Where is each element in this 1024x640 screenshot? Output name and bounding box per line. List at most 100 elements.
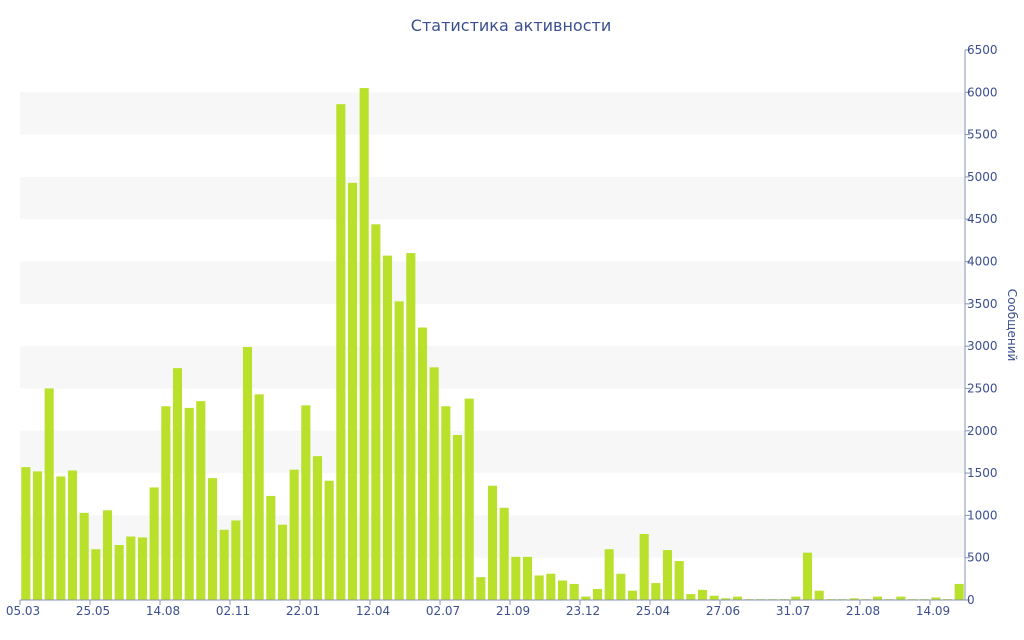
bar: [931, 597, 941, 600]
grid-band: [20, 176, 965, 220]
y-tick-label: 5500: [967, 128, 998, 142]
bar: [277, 524, 288, 600]
bar: [896, 596, 906, 600]
bar: [441, 406, 451, 600]
bar: [289, 469, 299, 600]
bar: [126, 536, 136, 600]
bar: [569, 583, 579, 600]
bar: [791, 596, 801, 600]
bar: [534, 575, 544, 600]
bar: [219, 529, 229, 600]
bar: [266, 495, 276, 600]
bar: [872, 596, 883, 600]
x-tick-label: 14.09: [916, 604, 950, 618]
y-tick-label: 2000: [967, 424, 998, 438]
y-tick-label: 500: [967, 551, 990, 565]
bar: [452, 435, 463, 600]
bar: [254, 394, 264, 600]
y-axis-title: Сообщений: [1005, 289, 1019, 362]
x-tick-label: 22.01: [286, 604, 320, 618]
grid-band: [20, 261, 965, 304]
bar-series: [21, 88, 964, 601]
x-tick-label: 31.07: [776, 604, 810, 618]
x-tick-label: 23.12: [566, 604, 600, 618]
bar: [616, 573, 626, 600]
bar: [499, 507, 509, 600]
x-tick-label: 02.11: [216, 604, 250, 618]
bar: [557, 580, 568, 600]
x-tick-label: 02.07: [426, 604, 460, 618]
chart-title: Статистика активности: [411, 16, 611, 35]
bar: [137, 537, 148, 600]
bar: [56, 476, 66, 600]
bar: [417, 327, 428, 600]
bar: [91, 549, 101, 600]
bar: [546, 573, 556, 600]
bar: [196, 401, 206, 600]
bar: [686, 594, 696, 600]
bar: [674, 561, 684, 600]
bar: [347, 182, 358, 600]
y-tick-label: 0: [967, 593, 975, 607]
y-tick-label: 3000: [967, 339, 998, 353]
bar: [114, 545, 124, 600]
y-tick-label: 4500: [967, 212, 998, 226]
y-tick-label: 4000: [967, 255, 998, 269]
bar: [697, 589, 708, 600]
grid-band: [20, 346, 965, 389]
bar: [184, 407, 194, 600]
bar: [336, 104, 346, 601]
x-axis-ticks: 05.03 25.05 14.08 02.11 22.01 12.04 02.07 21.09…: [6, 600, 950, 618]
bar: [639, 534, 649, 600]
bar: [44, 388, 54, 600]
y-tick-label: 1000: [967, 508, 998, 522]
bar: [359, 88, 369, 600]
bar: [231, 520, 241, 600]
bar: [161, 406, 171, 600]
y-tick-label: 6500: [967, 43, 998, 57]
bar: [312, 456, 323, 600]
bar: [802, 552, 813, 600]
bar: [464, 398, 474, 600]
x-tick-label: 25.05: [76, 604, 110, 618]
x-tick-label: 25.04: [636, 604, 670, 618]
bar: [21, 467, 31, 600]
y-tick-label: 5000: [967, 170, 998, 184]
bar: [406, 253, 416, 600]
bar: [429, 367, 439, 600]
bar: [511, 556, 521, 600]
bar: [662, 550, 673, 600]
bar: [207, 478, 218, 600]
bar: [102, 510, 113, 600]
x-tick-label: 12.04: [356, 604, 390, 618]
x-tick-label: 21.08: [846, 604, 880, 618]
bar: [476, 577, 486, 600]
bar: [954, 583, 964, 600]
bar: [732, 596, 743, 600]
bar: [581, 596, 591, 600]
bar: [814, 590, 824, 600]
bar: [487, 485, 498, 600]
bar: [627, 590, 638, 600]
y-tick-label: 2500: [967, 381, 998, 395]
bar: [79, 512, 89, 600]
bar: [242, 347, 253, 600]
bar: [522, 556, 533, 600]
y-tick-label: 1500: [967, 466, 998, 480]
bar: [67, 470, 78, 600]
bar: [172, 368, 183, 600]
bar: [371, 224, 381, 600]
bar: [301, 405, 311, 600]
bar: [394, 301, 404, 600]
bar: [382, 255, 393, 600]
bar: [709, 595, 719, 600]
bar: [592, 589, 603, 600]
grid-bands: [20, 92, 965, 558]
bar: [604, 549, 614, 600]
x-tick-label: 27.06: [706, 604, 740, 618]
y-tick-label: 6000: [967, 85, 998, 99]
bar: [849, 598, 859, 600]
y-tick-label: 3500: [967, 297, 998, 311]
grid-band: [20, 92, 965, 135]
